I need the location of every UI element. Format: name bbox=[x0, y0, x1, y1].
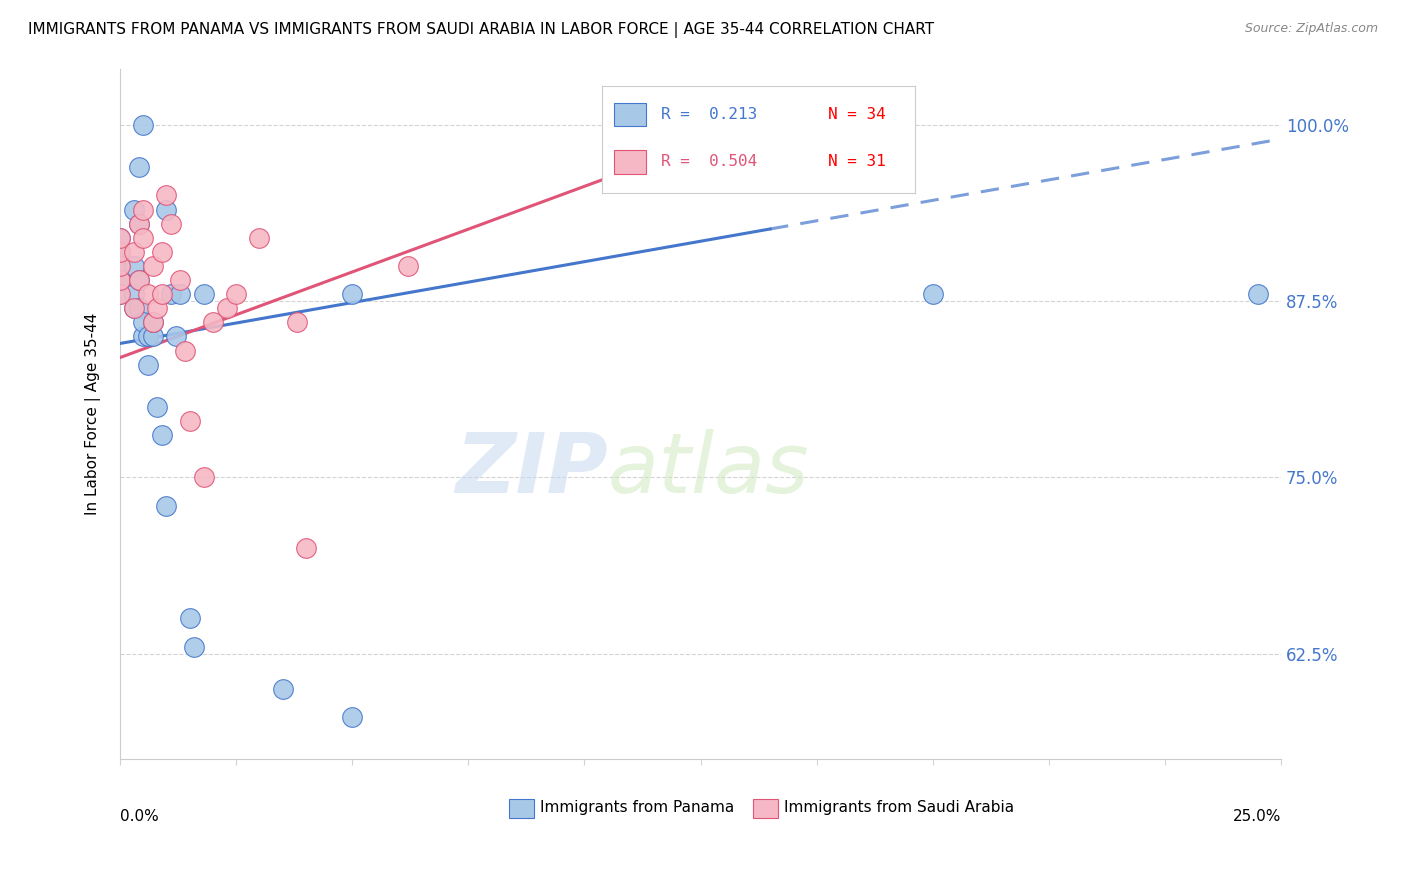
Text: Immigrants from Panama: Immigrants from Panama bbox=[540, 800, 734, 815]
Point bbox=[136, 329, 159, 343]
Point bbox=[108, 287, 131, 301]
Text: IMMIGRANTS FROM PANAMA VS IMMIGRANTS FROM SAUDI ARABIA IN LABOR FORCE | AGE 35-4: IMMIGRANTS FROM PANAMA VS IMMIGRANTS FRO… bbox=[28, 22, 934, 38]
Point bbox=[155, 499, 177, 513]
Point bbox=[108, 231, 131, 245]
Point bbox=[146, 301, 169, 316]
Point bbox=[142, 315, 165, 329]
Point bbox=[179, 414, 201, 428]
Point bbox=[132, 118, 155, 132]
Text: 0.0%: 0.0% bbox=[120, 809, 159, 824]
Point bbox=[150, 244, 173, 259]
Point bbox=[155, 188, 177, 202]
Point bbox=[136, 287, 159, 301]
Point bbox=[128, 217, 150, 231]
Point bbox=[132, 329, 155, 343]
Text: 25.0%: 25.0% bbox=[1233, 809, 1281, 824]
Point bbox=[122, 301, 145, 316]
Point bbox=[342, 710, 364, 724]
Point bbox=[122, 301, 145, 316]
FancyBboxPatch shape bbox=[752, 799, 779, 818]
Point bbox=[160, 287, 183, 301]
Point bbox=[108, 231, 131, 245]
Point bbox=[108, 273, 131, 287]
Point bbox=[128, 273, 150, 287]
Point bbox=[108, 244, 131, 259]
Point bbox=[921, 287, 943, 301]
Point bbox=[247, 231, 270, 245]
Point bbox=[169, 287, 191, 301]
Text: Source: ZipAtlas.com: Source: ZipAtlas.com bbox=[1244, 22, 1378, 36]
Point bbox=[396, 259, 419, 273]
Text: Immigrants from Saudi Arabia: Immigrants from Saudi Arabia bbox=[785, 800, 1014, 815]
Point bbox=[108, 273, 131, 287]
Point bbox=[174, 343, 197, 358]
Point bbox=[132, 202, 155, 217]
Point bbox=[132, 315, 155, 329]
Point bbox=[142, 315, 165, 329]
Point bbox=[128, 301, 150, 316]
Point bbox=[122, 287, 145, 301]
Point bbox=[150, 428, 173, 442]
Y-axis label: In Labor Force | Age 35-44: In Labor Force | Age 35-44 bbox=[86, 313, 101, 516]
Point bbox=[128, 273, 150, 287]
Point bbox=[215, 301, 238, 316]
Point bbox=[294, 541, 316, 555]
Point bbox=[193, 287, 215, 301]
Point bbox=[193, 470, 215, 484]
Point bbox=[169, 273, 191, 287]
Point bbox=[160, 217, 183, 231]
Point bbox=[342, 287, 364, 301]
Point bbox=[285, 315, 308, 329]
Point bbox=[128, 217, 150, 231]
Point bbox=[165, 329, 187, 343]
Point bbox=[108, 244, 131, 259]
Point bbox=[108, 287, 131, 301]
Text: ZIP: ZIP bbox=[456, 429, 607, 509]
Point bbox=[132, 231, 155, 245]
Point bbox=[142, 329, 165, 343]
Point bbox=[108, 259, 131, 273]
Point bbox=[146, 400, 169, 414]
Point bbox=[179, 611, 201, 625]
Text: atlas: atlas bbox=[607, 429, 810, 509]
Point bbox=[183, 640, 205, 654]
Point bbox=[271, 681, 294, 696]
Point bbox=[122, 259, 145, 273]
Point bbox=[122, 244, 145, 259]
Point bbox=[155, 202, 177, 217]
Point bbox=[150, 287, 173, 301]
Point bbox=[128, 160, 150, 174]
Point bbox=[122, 202, 145, 217]
Point bbox=[201, 315, 224, 329]
FancyBboxPatch shape bbox=[509, 799, 534, 818]
Point bbox=[1247, 287, 1270, 301]
Point bbox=[142, 259, 165, 273]
Point bbox=[225, 287, 247, 301]
Point bbox=[136, 358, 159, 372]
Point bbox=[108, 259, 131, 273]
